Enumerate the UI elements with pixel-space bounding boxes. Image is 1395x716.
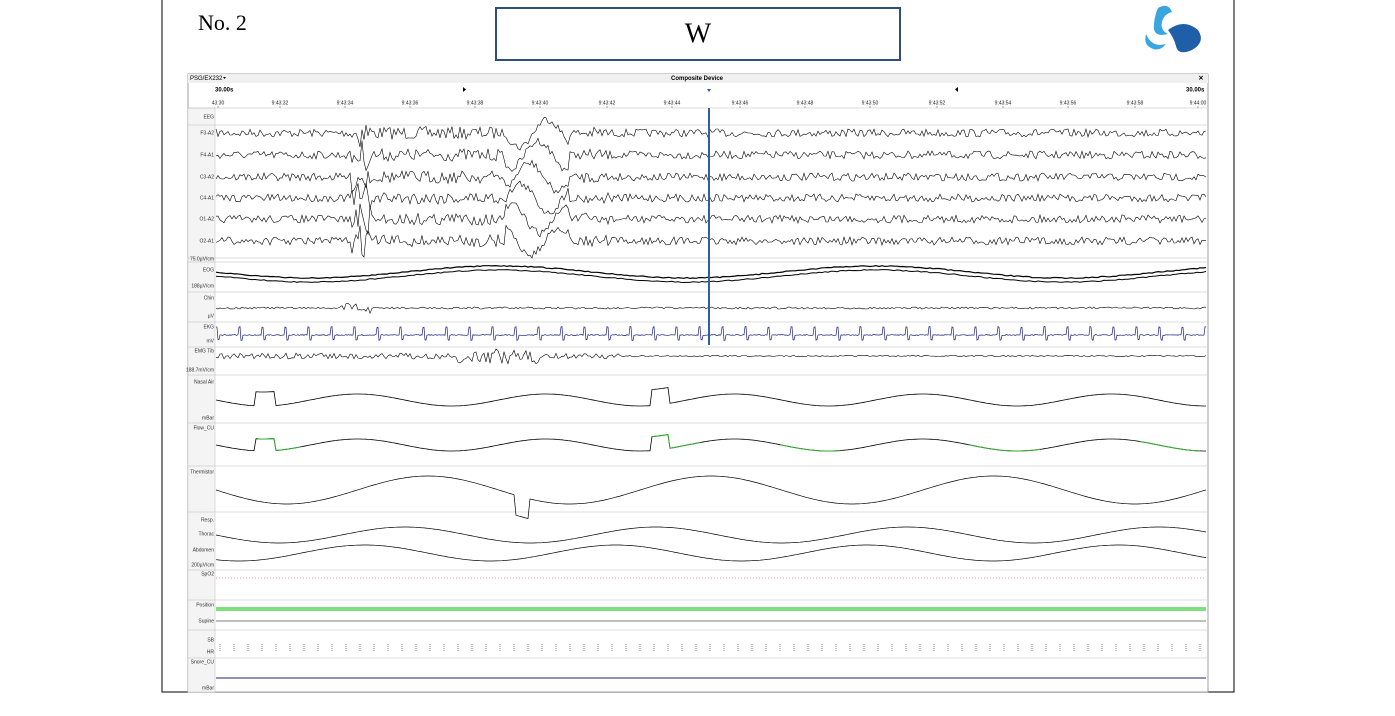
eog-trace [215, 269, 1207, 284]
span-left: 30.00s [215, 88, 234, 94]
eeg-trace [215, 137, 1207, 172]
thorax-trace [215, 526, 1207, 544]
stage-label: W [685, 18, 712, 49]
time-label: 9:43:50 [862, 100, 879, 106]
time-label: 9:43:32 [272, 100, 289, 106]
time-label: 9:43:42 [599, 100, 616, 106]
ekg-trace [215, 325, 1207, 342]
channel-label: mBar [202, 415, 214, 421]
channel-label: F3-A2 [200, 130, 214, 136]
time-label: 43:30 [212, 100, 225, 106]
channel-label: 200µV/cm [191, 562, 214, 568]
flow-highlight [969, 444, 1041, 452]
dropdown-icon [223, 77, 226, 79]
time-label: 9:43:36 [402, 100, 419, 106]
channel-label: Resp. [201, 517, 214, 523]
channel-label: SB [207, 637, 214, 643]
time-label: 9:43:56 [1060, 100, 1077, 106]
channel-label: Chin [204, 295, 215, 301]
abdomen-trace [215, 544, 1207, 562]
channel-label: F4-A1 [200, 152, 214, 158]
channel-label: Thermistor [190, 469, 214, 475]
channel-label: C4-A1 [200, 195, 214, 201]
eog-trace [215, 264, 1207, 280]
time-label: 9:43:48 [797, 100, 814, 106]
channel-label: Supine [198, 618, 214, 624]
flow-highlight [779, 444, 841, 452]
time-label: 9:43:44 [664, 100, 681, 106]
title-bar [188, 74, 1208, 83]
time-label: 9:44:00 [1190, 100, 1207, 106]
time-label: 9:43:52 [929, 100, 946, 106]
channel-label: O2-A1 [200, 238, 215, 244]
logo [1145, 5, 1201, 53]
channel-label: Position [196, 602, 214, 608]
channel-label: C3-A2 [200, 174, 214, 180]
cursor-marker [707, 89, 711, 92]
channel-label: O1-A2 [200, 216, 215, 222]
nasal-trace [215, 387, 1206, 407]
montage-title: PSG/EX232 [190, 76, 223, 82]
chin-trace [215, 302, 1207, 315]
page-number: No. 2 [198, 10, 247, 35]
channel-label: Flow_CU [193, 425, 214, 431]
eeg-trace [215, 159, 1207, 194]
time-label: 9:43:46 [732, 100, 749, 106]
channel-label: Abdomen [193, 547, 215, 553]
psg-window [187, 73, 1209, 693]
channel-label: Nasal Air [194, 379, 214, 385]
channel-label: 188.7mV/cm [186, 367, 214, 373]
time-label: 9:43:54 [995, 100, 1012, 106]
time-label: 9:43:40 [532, 100, 549, 106]
scroll-right[interactable] [463, 87, 466, 92]
channel-label: 75.0µV/cm [190, 256, 214, 262]
time-label: 9:43:58 [1127, 100, 1144, 106]
scroll-left[interactable] [955, 87, 958, 92]
channel-label: EOG [203, 267, 214, 273]
emg-trace [215, 348, 1207, 365]
time-label: 9:43:38 [467, 100, 484, 106]
eeg-trace [215, 180, 1207, 215]
stage-box [495, 7, 901, 61]
eeg-trace [215, 202, 1207, 238]
channel-label: Snore_CU [191, 659, 215, 665]
time-label: 9:43:34 [337, 100, 354, 106]
flow-trace [215, 434, 1206, 452]
channel-label: SpO2 [201, 571, 214, 577]
channel-label: EMG Tib [195, 348, 215, 354]
flow-highlight [257, 438, 301, 452]
close-button[interactable]: × [1199, 74, 1204, 83]
channel-label: EKG [203, 324, 214, 330]
channel-label: mV [207, 338, 215, 344]
flow-highlight [651, 434, 701, 449]
eeg-trace [215, 117, 1207, 151]
channel-label: HR [207, 649, 215, 655]
flow-highlight [1139, 441, 1201, 452]
span-right: 30.00s [1186, 88, 1205, 94]
thermistor-trace [215, 475, 1207, 519]
channel-label: EEG [203, 114, 214, 120]
channel-label: Thorac [198, 531, 214, 537]
channel-label: µV [208, 313, 215, 319]
channel-label: 188µV/cm [191, 283, 214, 289]
device-title: Composite Device [671, 76, 724, 82]
eeg-trace [215, 224, 1207, 259]
channel-label: mBar [202, 685, 214, 691]
